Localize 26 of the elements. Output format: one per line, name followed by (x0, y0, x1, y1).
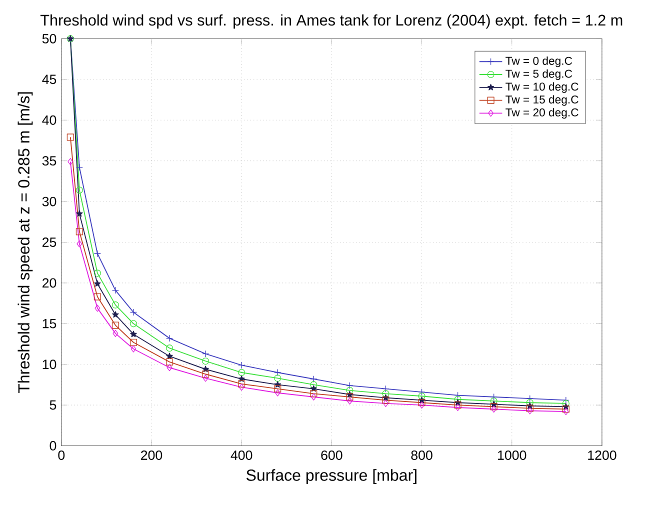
y-tick-label: 50 (42, 34, 56, 44)
y-tick-label: 0 (50, 441, 56, 451)
y-tick-label: 30 (42, 196, 56, 206)
legend-label: Tw = 10 deg.C (506, 82, 578, 93)
x-axis-title: Surface pressure [mbar] (246, 469, 416, 484)
x-tick-label: 1000 (498, 450, 526, 460)
y-tick-label: 15 (42, 319, 56, 328)
x-tick-label: 600 (321, 450, 342, 460)
y-axis-title: Threshold wind speed at z = 0.285 m [m/s] (18, 92, 33, 394)
y-tick-label: 25 (42, 238, 56, 248)
legend-label: Tw = 15 deg.C (506, 95, 578, 106)
legend-label: Tw = 5 deg.C (506, 69, 572, 80)
legend-label: Tw = 20 deg.C (506, 108, 578, 119)
y-tick-label: 35 (42, 156, 56, 166)
y-tick-label: 5 (50, 400, 56, 410)
x-tick-label: 1200 (588, 450, 616, 460)
x-tick-label: 800 (411, 450, 432, 460)
x-tick-label: 0 (58, 450, 65, 460)
y-tick-label: 10 (42, 360, 56, 370)
chart-title: Threshold wind spd vs surf. press. in Ames tank for Lorenz (2004) expt. fetch = 1.2 m (40, 14, 622, 29)
y-tick-label: 20 (42, 278, 56, 288)
x-tick-label: 400 (230, 450, 252, 460)
y-tick-label: 40 (42, 115, 56, 125)
legend-label: Tw = 0 deg.C (506, 56, 572, 68)
x-tick-label: 200 (141, 450, 162, 460)
y-tick-label: 45 (42, 74, 56, 84)
